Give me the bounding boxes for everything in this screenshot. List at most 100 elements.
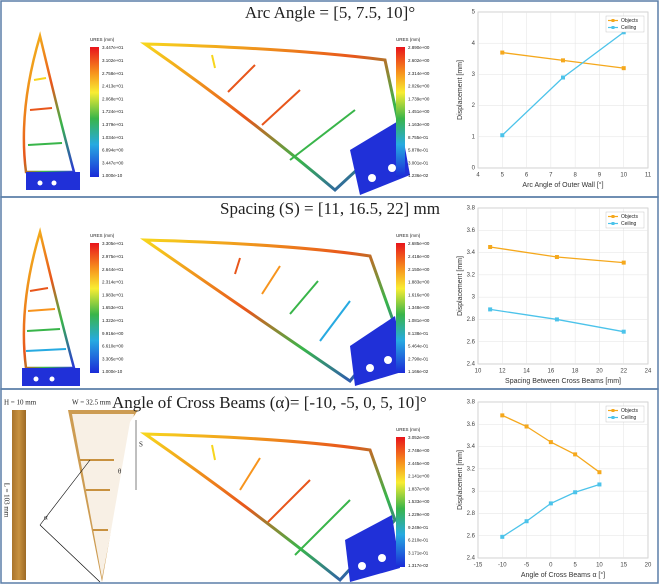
data-point xyxy=(488,307,492,311)
dimension-label: L = 103 mm xyxy=(2,483,10,518)
y-tick-label: 3.2 xyxy=(467,272,476,278)
x-tick-label: 20 xyxy=(645,563,652,569)
y-tick-label: 2 xyxy=(472,103,476,109)
colorbar-label: 1.739e+00 xyxy=(408,96,430,101)
colorbar-label: 5.878e-01 xyxy=(408,148,429,153)
plot-area xyxy=(478,402,648,558)
colorbar-label: 3.305e+00 xyxy=(102,356,124,361)
colorbar-title: URES (mm) xyxy=(396,37,421,42)
x-tick-label: 6 xyxy=(525,173,529,179)
y-axis-label: Displacement [mm] xyxy=(457,256,464,316)
colorbar-title: URES (mm) xyxy=(396,427,421,432)
data-point xyxy=(500,133,504,137)
data-point xyxy=(573,490,577,494)
x-tick-label: 10 xyxy=(620,173,627,179)
plot-area xyxy=(478,12,648,168)
y-tick-label: 0 xyxy=(472,166,476,172)
y-tick-label: 2.6 xyxy=(467,339,476,345)
colorbar-label: 2.644e+01 xyxy=(102,267,124,272)
colorbar-label: 1.081e+00 xyxy=(408,318,430,323)
colorbar-label: 3.171e-01 xyxy=(408,550,429,555)
colorbar-label: 9.249e-01 xyxy=(408,525,429,530)
colorbar-label: 2.602e+00 xyxy=(408,58,430,63)
colorbar-label: 2.445e+00 xyxy=(408,461,430,466)
colorbar-label: 6.610e+00 xyxy=(102,344,124,349)
data-point xyxy=(622,261,626,265)
data-point xyxy=(597,482,601,486)
colorbar-label: 2.314e+01 xyxy=(102,280,124,285)
colorbar-label: 5.464e-01 xyxy=(408,344,429,349)
x-tick-label: -15 xyxy=(474,563,483,569)
panel-title: Spacing (S) = [11, 16.5, 22] mm xyxy=(220,199,440,218)
x-tick-label: -10 xyxy=(498,563,507,569)
data-point xyxy=(525,425,529,429)
colorbar-label: 3.102e+01 xyxy=(102,58,124,63)
colorbar xyxy=(90,47,99,177)
x-tick-label: 15 xyxy=(620,563,627,569)
x-tick-label: 0 xyxy=(549,563,553,569)
legend-label: Objects xyxy=(621,408,638,414)
legend-marker xyxy=(612,222,615,225)
x-axis-label: Spacing Between Cross Beams [mm] xyxy=(505,378,621,385)
x-tick-label: 22 xyxy=(620,369,627,375)
x-tick-label: 5 xyxy=(501,173,505,179)
colorbar-label: 2.890e+00 xyxy=(408,45,430,50)
colorbar xyxy=(396,47,405,177)
colorbar-label: 1.166e-02 xyxy=(408,369,429,374)
colorbar-label: 1.236e-02 xyxy=(408,173,429,178)
legend-label: Ceiling xyxy=(621,25,637,31)
colorbar-label: 2.068e+01 xyxy=(102,96,124,101)
colorbar xyxy=(396,437,405,567)
colorbar-label: 1.000e-10 xyxy=(102,173,123,178)
colorbar-label: 3.447e+01 xyxy=(102,45,124,50)
y-tick-label: 2.8 xyxy=(467,511,476,517)
colorbar-title: URES (mm) xyxy=(396,233,421,238)
colorbar-label: 2.026e+00 xyxy=(408,84,430,89)
fea-images xyxy=(22,232,405,386)
colorbar-label: 1.533e+00 xyxy=(408,499,430,504)
x-tick-label: 11 xyxy=(645,173,652,179)
x-tick-label: 5 xyxy=(573,563,577,569)
y-tick-label: 4 xyxy=(472,41,476,47)
x-tick-label: 4 xyxy=(476,173,480,179)
x-tick-label: 8 xyxy=(573,173,577,179)
y-tick-label: 3.4 xyxy=(467,444,476,450)
x-tick-label: -5 xyxy=(524,563,530,569)
y-tick-label: 2.6 xyxy=(467,533,476,539)
legend-marker xyxy=(612,26,615,29)
colorbar-label: 1.034e+01 xyxy=(102,135,124,140)
colorbar-label: 1.451e+00 xyxy=(408,109,430,114)
colorbar-label: 1.317e-02 xyxy=(408,563,429,568)
colorbar-label: 1.000e-10 xyxy=(102,369,123,374)
colorbar-label: 2.413e+01 xyxy=(102,84,124,89)
data-point xyxy=(561,58,565,62)
colorbar-label: 1.653e+01 xyxy=(102,305,124,310)
colorbar-label: 1.983e+01 xyxy=(102,292,124,297)
colorbar-label: 1.837e+00 xyxy=(408,486,430,491)
colorbar-title: URES (mm) xyxy=(90,37,115,42)
y-tick-label: 3 xyxy=(472,489,476,495)
y-tick-label: 3.4 xyxy=(467,250,476,256)
dimension-label: W = 32.5 mm xyxy=(72,399,111,407)
x-tick-label: 10 xyxy=(596,563,603,569)
panel-title: Arc Angle = [5, 7.5, 10]° xyxy=(245,3,415,22)
colorbar-title: URES (mm) xyxy=(90,233,115,238)
y-tick-label: 3.8 xyxy=(467,206,476,212)
legend-label: Ceiling xyxy=(621,415,637,421)
legend-marker xyxy=(612,409,615,412)
colorbar-label: 1.379e+01 xyxy=(102,122,124,127)
x-tick-label: 20 xyxy=(596,369,603,375)
data-point xyxy=(500,51,504,55)
colorbar-label: 1.724e+01 xyxy=(102,109,124,114)
design-diagram xyxy=(12,410,400,582)
colorbar-label: 2.150e+00 xyxy=(408,267,430,272)
legend-marker xyxy=(612,416,615,419)
y-tick-label: 2.8 xyxy=(467,317,476,323)
data-point xyxy=(500,535,504,539)
colorbar-label: 3.305e+01 xyxy=(102,241,124,246)
data-point xyxy=(555,317,559,321)
x-tick-label: 18 xyxy=(572,369,579,375)
colorbar-label: 3.001e-01 xyxy=(408,160,429,165)
colorbar-label: 2.790e-01 xyxy=(408,356,429,361)
colorbar xyxy=(396,243,405,373)
